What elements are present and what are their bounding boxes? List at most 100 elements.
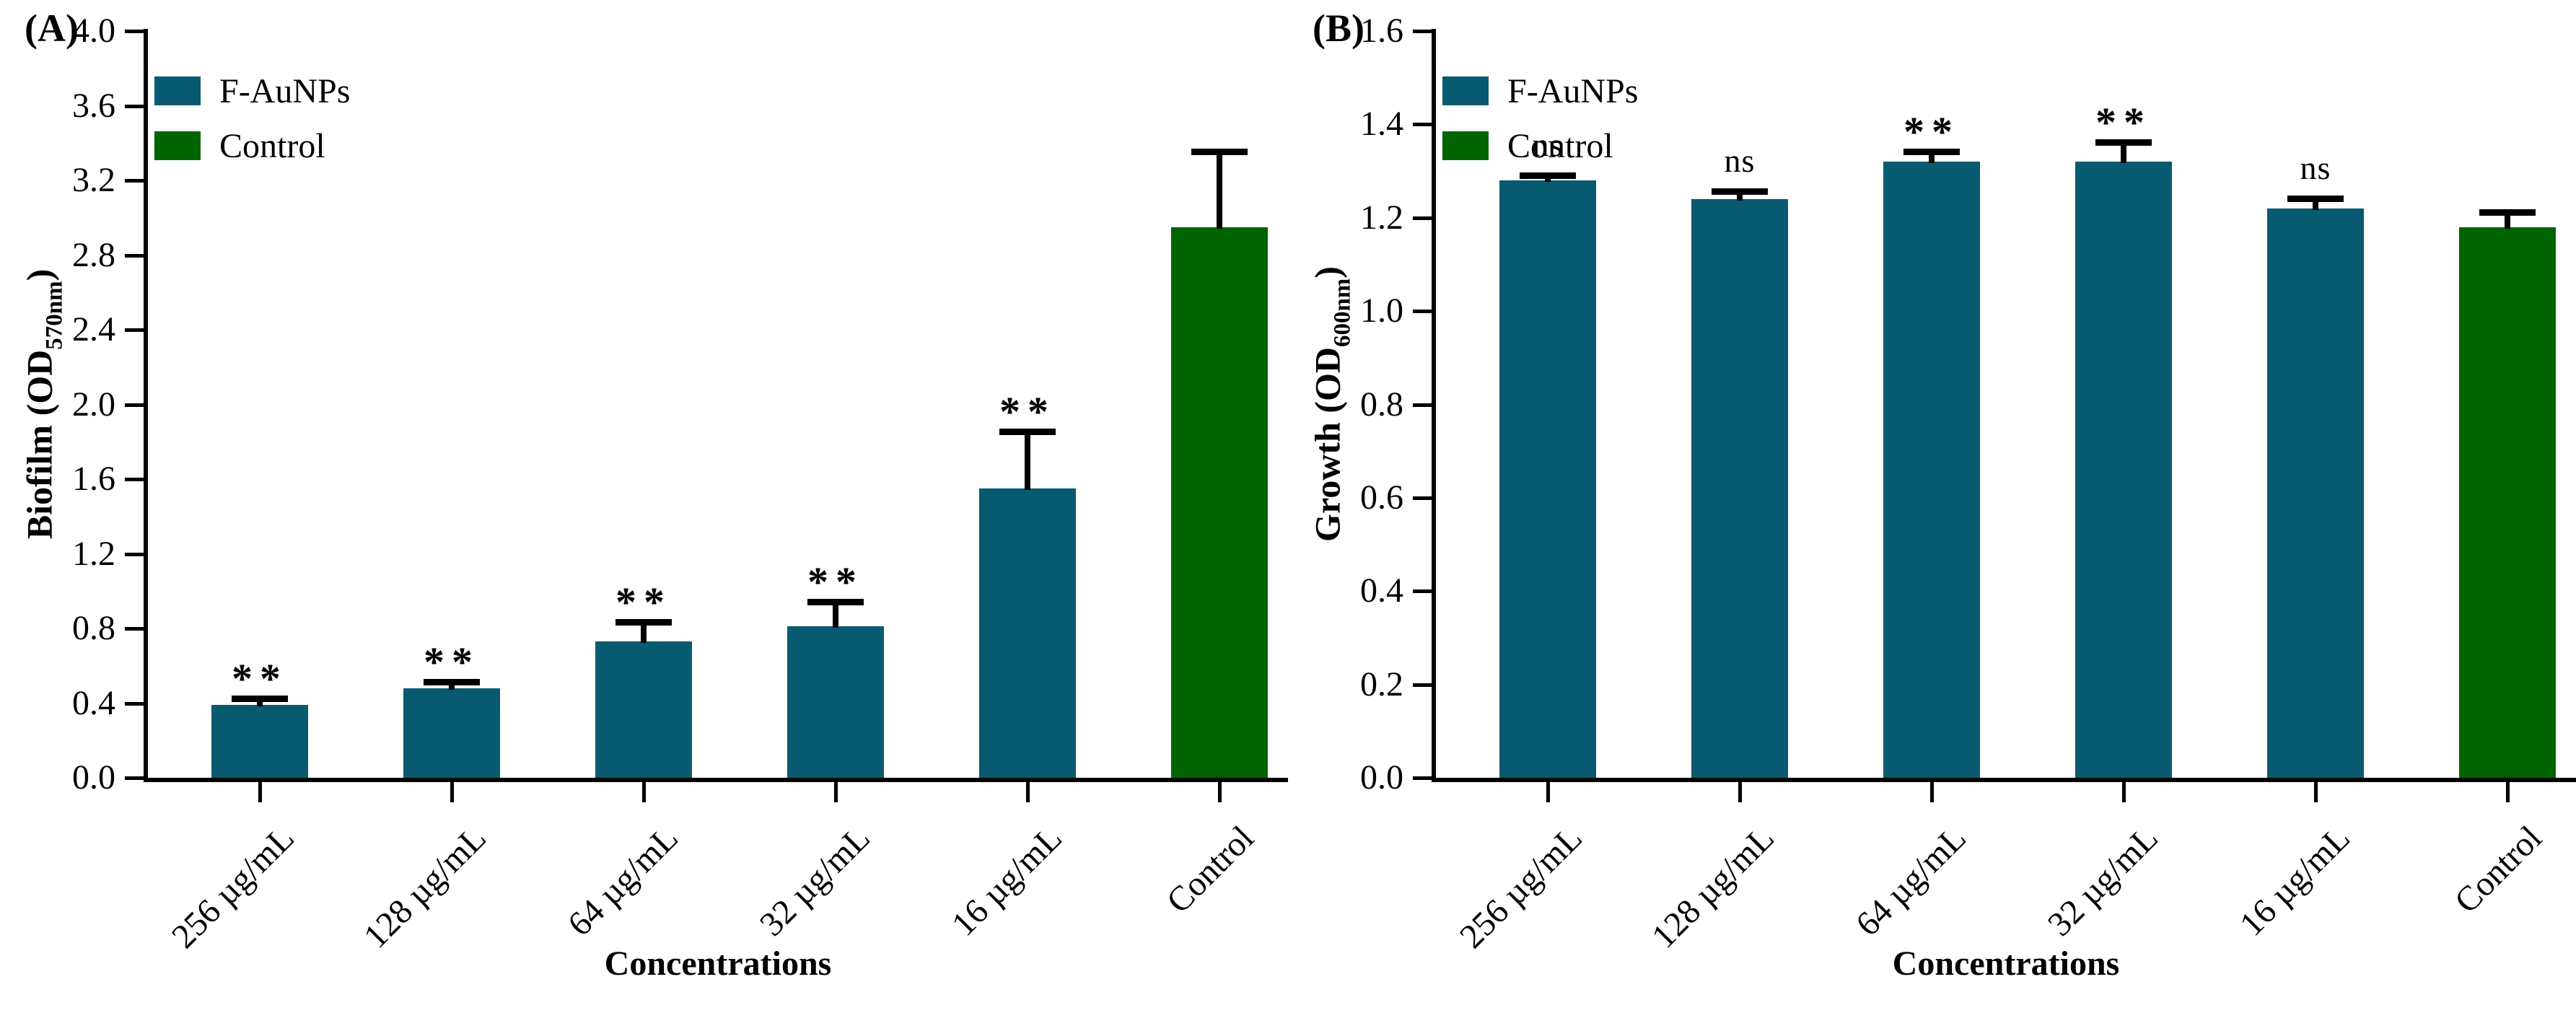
x-tick-label: 128 µg/mL	[1644, 818, 1782, 956]
error-bar-cap	[1712, 188, 1768, 196]
legend-label-control: Control	[1507, 126, 1613, 165]
x-tick-label: 32 µg/mL	[753, 818, 878, 944]
error-bar-cap	[1903, 149, 1960, 156]
significance-label: **	[1903, 108, 1960, 156]
y-tick-mark	[1413, 589, 1432, 594]
panel-b: 0.0 0.2 0.4 0.6 0.8 1.0 1.2 1.4 1.6 ns 256 µg/mL ns…	[1288, 0, 2576, 1013]
error-bar-stem	[257, 699, 263, 707]
error-bar-cap	[1191, 149, 1248, 156]
error-bar-stem	[1929, 152, 1935, 164]
y-tick-label: 1.4	[1360, 105, 1403, 144]
y-title-text: Growth (OD	[1307, 347, 1348, 542]
legend-b: F-AuNPs Control	[1442, 63, 1638, 173]
y-tick-mark	[125, 627, 144, 631]
bar-256-µg/ml	[1499, 180, 1596, 778]
x-tick-label: 256 µg/mL	[165, 818, 302, 956]
error-bar-cap	[2287, 195, 2344, 202]
y-tick-mark	[1413, 496, 1432, 500]
y-title-subscript: 600nm	[1329, 278, 1356, 348]
y-tick-label: 1.6	[72, 460, 115, 498]
legend-label-f-aunps: F-AuNPs	[1507, 71, 1639, 110]
y-tick-label: 3.6	[72, 86, 115, 125]
y-tick-mark	[125, 104, 144, 108]
y-tick-label: 0.8	[72, 609, 115, 647]
y-title-suffix: )	[1307, 266, 1348, 279]
legend-swatch-control	[1442, 131, 1489, 160]
plot-area-a: 0.0 0.4 0.8 1.2 1.6 2.0 2.4 2.8 3.2 3.6 4.0 ** 256 µ…	[72, 12, 1288, 956]
significance-label: ns	[1532, 126, 1564, 163]
legend-entry-f-aunps: F-AuNPs	[154, 63, 350, 118]
bar-64-µg/ml	[595, 641, 692, 778]
x-tick-mark	[2122, 782, 2126, 802]
y-tick-label: 0.6	[1360, 478, 1403, 517]
x-tick-mark	[1738, 782, 1742, 802]
panel-a-label: (A)	[25, 6, 79, 50]
bar-control	[2459, 227, 2556, 778]
bar-32-µg/ml	[2075, 162, 2172, 778]
error-bar-stem	[2121, 143, 2126, 164]
x-tick-label: 16 µg/mL	[945, 818, 1070, 944]
error-bar-stem	[1545, 175, 1551, 182]
legend-label-control: Control	[219, 126, 325, 165]
error-bar-cap	[232, 696, 288, 703]
y-tick-label: 0.4	[72, 683, 115, 722]
y-tick-mark	[1413, 310, 1432, 314]
y-tick-label: 0.2	[1360, 665, 1403, 703]
y-tick-label: 2.0	[72, 385, 115, 424]
error-bar-cap	[2095, 139, 2152, 146]
significance-label: **	[999, 388, 1056, 436]
y-tick-label: 3.2	[72, 161, 115, 199]
x-tick-mark	[450, 782, 454, 802]
x-tick-label: Control	[1159, 818, 1262, 921]
y-tick-mark	[1413, 683, 1432, 687]
error-bar-stem	[1025, 432, 1030, 490]
error-bar-cap	[424, 679, 480, 686]
significance-label: **	[807, 558, 864, 605]
y-tick-mark	[125, 403, 144, 407]
x-tick-label: 64 µg/mL	[1849, 818, 1974, 944]
legend-entry-control: Control	[154, 118, 350, 173]
error-bar-stem	[2505, 213, 2510, 229]
error-bar-stem	[449, 683, 455, 690]
y-tick-mark	[125, 253, 144, 258]
y-tick-label: 1.6	[1360, 12, 1403, 50]
y-tick-mark	[125, 328, 144, 332]
y-tick-mark	[125, 552, 144, 556]
y-tick-mark	[1413, 30, 1432, 33]
bar-256-µg/ml	[211, 705, 308, 778]
y-tick-label: 0.4	[1360, 571, 1403, 610]
x-tick-label: Control	[2447, 818, 2550, 921]
legend-swatch-control	[154, 131, 201, 160]
y-tick-label: 0.8	[1360, 385, 1403, 424]
plot-area-b: 0.0 0.2 0.4 0.6 0.8 1.0 1.2 1.4 1.6 ns 256 µg/mL ns…	[1288, 0, 2576, 1013]
error-bar-cap	[615, 619, 672, 626]
y-tick-mark	[1413, 403, 1432, 407]
y-title-subscript: 570nm	[41, 281, 68, 350]
y-tick-mark	[125, 478, 144, 481]
bar-control	[1171, 227, 1268, 778]
panel-a: 0.0 0.4 0.8 1.2 1.6 2.0 2.4 2.8 3.2 3.6 4.0 ** 256 µ…	[19, 6, 1288, 983]
legend-a: F-AuNPs Control	[154, 63, 350, 173]
x-tick-label: 16 µg/mL	[2233, 818, 2358, 944]
y-tick-mark	[1413, 123, 1432, 127]
x-tick-mark	[258, 782, 262, 802]
x-tick-label: 128 µg/mL	[356, 818, 494, 956]
x-tick-mark	[1218, 782, 1222, 802]
y-axis-line	[144, 29, 148, 782]
x-tick-mark	[2506, 782, 2510, 802]
error-bar-stem	[833, 602, 838, 628]
y-tick-mark	[125, 30, 144, 33]
legend-swatch-f-aunps	[154, 76, 201, 105]
significance-label: **	[232, 655, 288, 703]
y-tick-label: 4.0	[72, 12, 115, 50]
x-tick-mark	[834, 782, 838, 802]
legend-label-f-aunps: F-AuNPs	[219, 71, 351, 110]
error-bar-cap	[807, 598, 864, 605]
x-tick-mark	[1930, 782, 1934, 802]
y-tick-label: 0.0	[1360, 758, 1403, 797]
panel-b-label: (B)	[1313, 6, 1364, 50]
error-bar-stem	[1217, 152, 1222, 229]
x-axis-line	[144, 778, 1288, 782]
y-tick-label: 1.2	[72, 534, 115, 573]
y-title-text: Biofilm (OD	[19, 349, 60, 540]
